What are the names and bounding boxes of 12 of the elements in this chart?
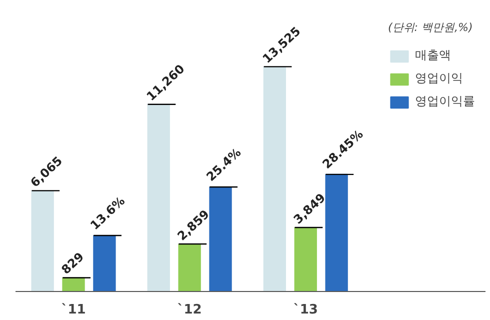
bar xyxy=(147,104,170,292)
x-tick-label: `11 xyxy=(61,302,86,318)
legend-label: 영업이익률 xyxy=(415,93,475,110)
bar xyxy=(178,243,201,292)
bar xyxy=(31,190,54,292)
legend-label: 매출액 xyxy=(415,47,451,64)
bar xyxy=(263,66,286,292)
x-tick-label: `13 xyxy=(293,302,318,318)
legend-label: 영업이익 xyxy=(415,70,463,87)
bar xyxy=(294,227,317,292)
legend-title: (단위: 백만원,%) xyxy=(388,20,474,35)
x-tick-label: `12 xyxy=(177,302,202,318)
